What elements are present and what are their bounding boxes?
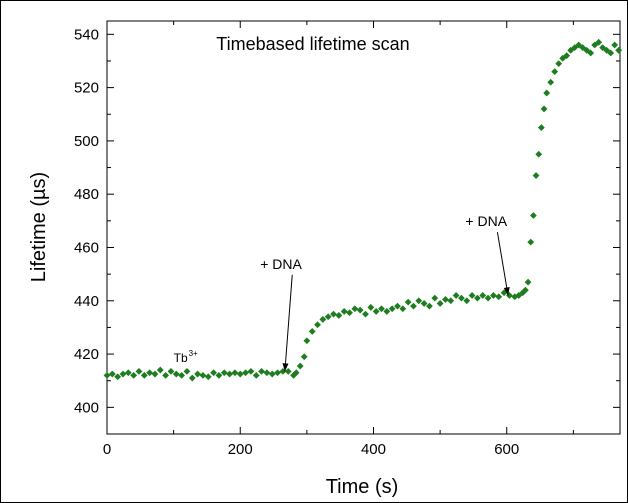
- chart-title: Timebased lifetime scan: [216, 34, 409, 54]
- data-point: [189, 375, 196, 382]
- y-tick-label: 540: [74, 26, 99, 43]
- data-point: [341, 308, 348, 315]
- data-point: [162, 372, 169, 379]
- data-point: [136, 368, 143, 375]
- data-point: [314, 321, 321, 328]
- data-point: [611, 42, 618, 49]
- data-point: [104, 372, 111, 379]
- data-point: [615, 47, 622, 54]
- data-point: [405, 299, 412, 306]
- plot-area: [107, 21, 620, 434]
- data-point: [437, 300, 444, 307]
- y-tick-label: 400: [74, 399, 99, 416]
- data-point: [303, 337, 310, 344]
- x-tick-label: 200: [228, 441, 253, 458]
- y-axis-title: Lifetime (µs): [28, 172, 50, 282]
- data-point: [205, 373, 212, 380]
- data-point: [297, 363, 304, 370]
- x-tick-label: 0: [103, 441, 111, 458]
- x-tick-label: 600: [494, 441, 519, 458]
- data-point: [527, 239, 534, 246]
- tick-labels: 0 200 400 600 400 420 440 460 480 500 520 540: [74, 26, 519, 458]
- data-point: [258, 368, 265, 375]
- data-point: [541, 106, 548, 113]
- y-tick-label: 500: [74, 133, 99, 150]
- data-point: [242, 369, 249, 376]
- tick-marks: [107, 21, 620, 434]
- data-point: [274, 369, 281, 376]
- data-point: [367, 304, 374, 311]
- y-tick-label: 460: [74, 239, 99, 256]
- data-point: [226, 371, 233, 378]
- data-point: [301, 353, 308, 360]
- y-tick-label: 480: [74, 186, 99, 203]
- data-point: [346, 309, 353, 316]
- data-point: [555, 60, 562, 67]
- data-point: [253, 372, 260, 379]
- annotation-label: Tb: [174, 351, 188, 365]
- data-point: [525, 279, 532, 286]
- data-point: [200, 372, 207, 379]
- data-point: [362, 311, 369, 318]
- annotation-arrow-line: [497, 232, 508, 295]
- data-point: [442, 296, 449, 303]
- data-point: [495, 293, 502, 300]
- y-tick-label: 440: [74, 293, 99, 310]
- data-point: [533, 172, 540, 179]
- data-point: [309, 328, 316, 335]
- data-point: [335, 312, 342, 319]
- data-point: [431, 295, 438, 302]
- axes: [107, 21, 620, 434]
- data-point: [157, 367, 164, 374]
- data-point: [535, 151, 542, 158]
- data-point: [184, 368, 191, 375]
- data-point: [232, 369, 239, 376]
- data-point: [357, 307, 364, 314]
- annotation-arrow-line: [285, 275, 292, 372]
- data-point: [551, 68, 558, 75]
- annotation-label: + DNA: [260, 256, 302, 272]
- annotation-label: + DNA: [465, 213, 507, 229]
- y-tick-label: 420: [74, 346, 99, 363]
- data-point: [248, 368, 255, 375]
- data-point: [194, 371, 201, 378]
- data-point: [237, 371, 244, 378]
- x-axis-title: Time (s): [326, 476, 399, 498]
- data-point: [269, 371, 276, 378]
- annotations: Tb 3+ + DNA + DNA: [174, 213, 510, 371]
- data-point: [447, 297, 454, 304]
- data-point: [543, 90, 550, 97]
- data-point: [538, 124, 545, 131]
- data-point: [547, 79, 554, 86]
- annotation-superscript: 3+: [189, 349, 198, 358]
- data-point: [178, 372, 185, 379]
- data-point: [351, 305, 358, 312]
- data-point: [410, 303, 417, 310]
- y-tick-label: 520: [74, 80, 99, 97]
- x-tick-label: 400: [361, 441, 386, 458]
- data-points: [104, 39, 622, 382]
- data-point: [263, 369, 270, 376]
- data-point: [530, 212, 537, 219]
- data-point: [152, 371, 159, 378]
